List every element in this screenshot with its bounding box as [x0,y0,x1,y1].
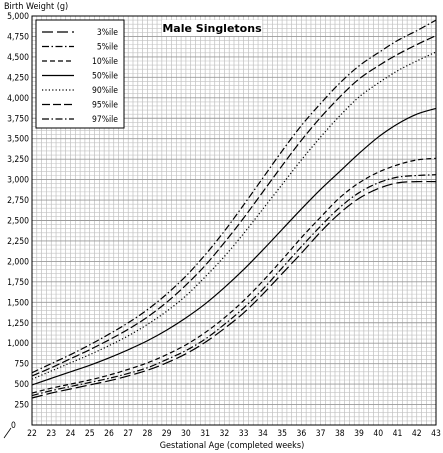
y-tick-label: 1,500 [7,298,29,308]
x-tick-label: 34 [258,429,268,439]
grid [31,15,437,426]
y-tick-label: 2,250 [7,237,29,247]
legend-label: 97%ile [92,115,118,125]
series-line-97pctile [31,19,437,374]
chart-title: Male Singletons [162,22,262,35]
y-tick-label: 4,000 [7,94,29,104]
legend-label: 95%ile [92,101,118,111]
legend-label: 50%ile [92,72,118,82]
legend: 3%ile 5%ile 10%ile 50%ile 90%ile 95%ile 97%ile [35,19,125,129]
y-tick-label: 2,000 [7,257,29,267]
series-line-10pctile [31,157,437,394]
legend-label: 5%ile [97,43,118,53]
y-tick-label: 4,250 [7,73,29,83]
x-tick-label: 42 [412,429,422,439]
y-tick-label: 0 [11,421,16,431]
title-group: Male Singletons [162,20,262,36]
x-tick-label: 29 [162,429,172,439]
x-axis-title: Gestational Age (completed weeks) [160,441,305,451]
series-line-5pctile [31,174,437,397]
legend-label: 10%ile [92,57,118,67]
y-tick-label: 1,750 [7,278,29,288]
x-tick-label: 27 [123,429,133,439]
y-tick-label: 5,000 [7,12,29,22]
y-tick-label: 2,500 [7,217,29,227]
y-tick-label: 1,000 [7,339,29,349]
y-tick-label: 2,750 [7,196,29,206]
x-tick-label: 33 [239,429,249,439]
x-tick-label: 23 [46,429,56,439]
x-tick-label: 25 [85,429,95,439]
x-tick-label: 40 [373,429,383,439]
y-tick-label: 3,750 [7,114,29,124]
x-tick-label: 37 [316,429,326,439]
y-tick-label: 3,500 [7,135,29,145]
series-lines [31,19,437,399]
x-tick-label: 43 [431,429,441,439]
x-tick-label: 39 [354,429,364,439]
series-line-50pctile [31,107,437,386]
x-tick-label: 24 [66,429,76,439]
series-line-3pctile [31,180,437,399]
x-tick-label: 36 [296,429,306,439]
y-tick-label: 4,750 [7,32,29,42]
legend-label: 3%ile [97,28,118,38]
title-background [162,20,262,36]
y-tick-label: 750 [14,360,29,370]
y-tick-label: 1,250 [7,319,29,329]
y-tick-label: 250 [14,401,29,411]
series-line-90pctile [31,51,437,380]
legend-box [35,19,125,129]
tick-labels: 2505007501,0001,2501,5001,7502,0002,2502… [7,12,441,439]
y-axis-title: Birth Weight (g) [4,2,68,12]
x-tick-label: 31 [200,429,210,439]
y-tick-label: 3,000 [7,176,29,186]
x-tick-label: 30 [181,429,191,439]
legend-label: 90%ile [92,86,118,96]
axes [3,15,437,439]
y-tick-label: 3,250 [7,155,29,165]
y-tick-label: 4,500 [7,53,29,63]
x-tick-label: 28 [143,429,153,439]
x-tick-label: 26 [104,429,114,439]
y-tick-label: 500 [14,380,29,390]
plot-frame [31,15,437,426]
axis-break-mark [3,427,12,439]
x-tick-label: 35 [277,429,287,439]
x-tick-label: 32 [220,429,230,439]
x-tick-label: 38 [335,429,345,439]
x-tick-label: 41 [393,429,403,439]
x-tick-label: 22 [27,429,37,439]
